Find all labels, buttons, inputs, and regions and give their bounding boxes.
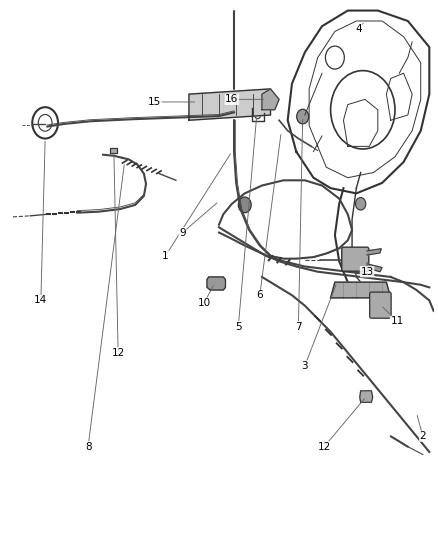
Circle shape [297,109,309,124]
Polygon shape [367,264,382,272]
Polygon shape [367,249,381,255]
Polygon shape [262,89,279,110]
Circle shape [238,197,251,213]
Text: 11: 11 [391,317,404,326]
Text: 9: 9 [179,228,186,238]
Text: 12: 12 [112,348,125,358]
Polygon shape [110,148,117,153]
Text: 7: 7 [295,321,302,332]
Text: 14: 14 [34,295,47,305]
Text: 6: 6 [257,290,263,300]
Polygon shape [189,89,271,120]
Text: 5: 5 [235,321,242,332]
Text: 4: 4 [355,24,362,34]
Text: 1: 1 [162,251,169,261]
Circle shape [356,198,366,210]
Polygon shape [360,391,373,402]
Text: 2: 2 [420,431,426,441]
Text: 10: 10 [198,298,211,308]
Text: 16: 16 [225,94,239,104]
Polygon shape [207,277,226,290]
Text: 13: 13 [360,266,374,277]
Text: 12: 12 [318,442,331,451]
FancyBboxPatch shape [342,247,369,271]
Polygon shape [331,282,391,298]
FancyBboxPatch shape [370,292,391,318]
Text: 8: 8 [85,442,92,451]
Text: 3: 3 [301,361,308,371]
Text: 15: 15 [148,97,161,107]
Circle shape [190,96,201,108]
